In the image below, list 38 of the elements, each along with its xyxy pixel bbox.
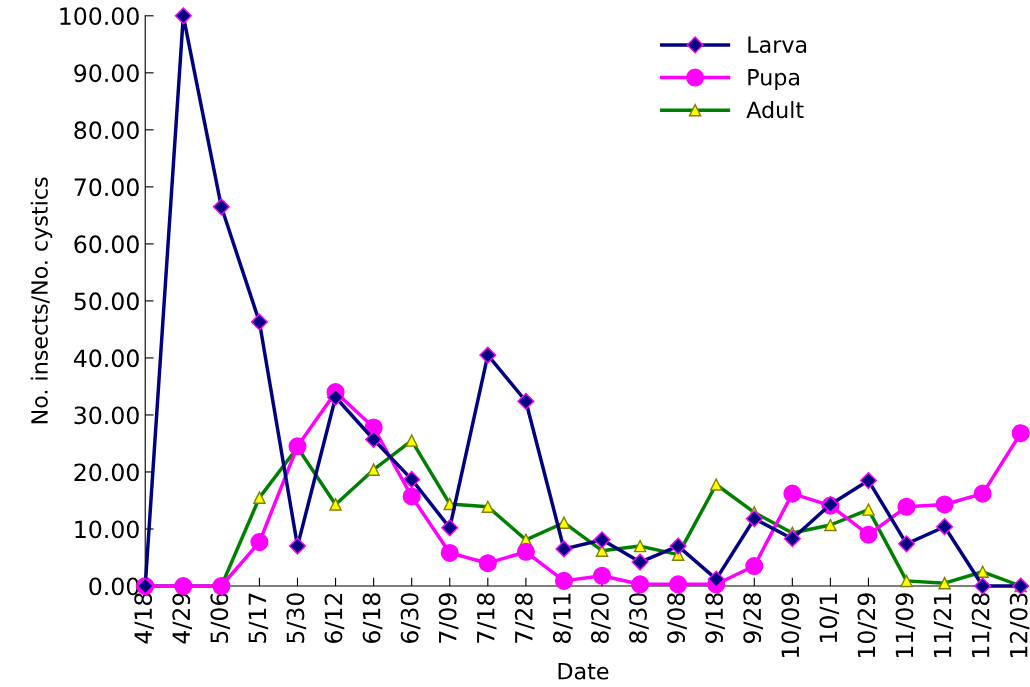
y-tick-label: 50.00 (74, 292, 139, 311)
x-tick-label: 12/03 (1009, 593, 1030, 658)
y-axis-title: No. insects/No. cystics (30, 177, 53, 424)
legend-label: Pupa (748, 69, 800, 90)
x-tick-label: 11/21 (933, 593, 954, 658)
x-tick-label: 8/20 (591, 593, 611, 643)
y-tick-label: 100.00 (60, 7, 139, 26)
x-tick-label: 9/28 (743, 593, 763, 644)
x-tick-label: 7/28 (514, 593, 535, 643)
x-tick-label: 6/18 (362, 593, 383, 643)
y-tick-label: 60.00 (74, 235, 139, 254)
x-tick-label: 11/28 (971, 593, 992, 658)
y-tick-label: 40.00 (73, 349, 139, 368)
x-tick-label: 4/29 (172, 593, 192, 644)
legend-label: Larva (748, 36, 807, 53)
x-tick-label: 9/18 (705, 593, 725, 644)
y-tick-label: 80.00 (74, 121, 139, 140)
x-tick-label: 7/09 (438, 593, 459, 643)
y-tick-label: 90.00 (74, 64, 139, 83)
x-tick-label: 5/17 (248, 593, 269, 643)
y-tick-label: 20.00 (74, 463, 139, 482)
x-tick-label: 9/08 (667, 593, 687, 644)
y-tick-label: 10.00 (75, 520, 139, 539)
x-tick-label: 8/30 (629, 593, 649, 643)
x-tick-label: 8/11 (552, 593, 573, 643)
x-axis-title: Date (558, 663, 609, 680)
x-tick-label: 10/29 (857, 593, 878, 658)
x-tick-label: 6/12 (324, 593, 345, 643)
x-tick-label: 11/09 (895, 593, 916, 658)
y-tick-label: 70.00 (74, 178, 139, 197)
x-tick-label: 7/18 (476, 593, 497, 643)
y-tick-label: 30.00 (74, 406, 139, 425)
x-tick-label: 10/09 (781, 593, 802, 658)
x-tick-label: 5/30 (286, 593, 307, 643)
x-tick-label: 10/1 (819, 593, 840, 642)
x-tick-label: 6/30 (400, 593, 421, 643)
x-tick-label: 5/06 (210, 593, 231, 643)
legend-label: Adult (746, 101, 804, 119)
